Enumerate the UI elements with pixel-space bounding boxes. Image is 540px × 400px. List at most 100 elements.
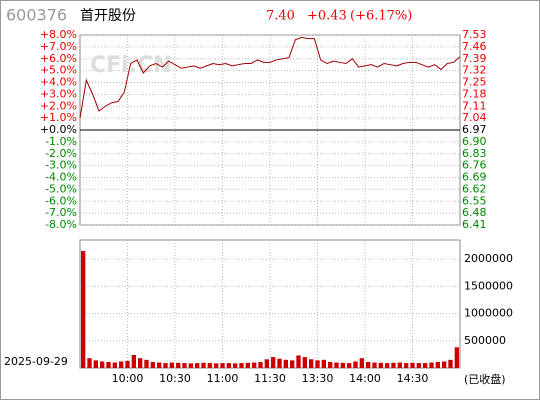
y2-tick-label: 7.39	[462, 52, 487, 65]
volume-bar	[239, 363, 244, 368]
volume-bar	[169, 362, 174, 368]
x-tick-label: 10:00	[112, 372, 144, 385]
volume-bar	[454, 347, 459, 368]
y-tick-label: +4.0%	[40, 76, 77, 89]
y-tick-label: -3.0%	[45, 159, 77, 172]
volume-bar	[245, 362, 250, 368]
volume-bar	[138, 358, 143, 368]
volume-bar	[201, 362, 206, 368]
y-tick-label: -1.0%	[45, 135, 77, 148]
volume-bar	[271, 357, 276, 368]
volume-bar	[391, 362, 396, 368]
x-tick-label: 14:30	[397, 372, 429, 385]
volume-bar	[226, 363, 231, 368]
volume-bar	[188, 363, 193, 368]
stock-code: 600376	[6, 6, 67, 25]
volume-bar	[378, 362, 383, 368]
volume-bar	[106, 362, 111, 368]
status: (已收盘)	[464, 372, 506, 386]
y-tick-label: 1000000	[464, 307, 513, 320]
y-tick-label: -6.0%	[45, 194, 77, 207]
volume-bar	[252, 362, 257, 368]
date: 2025-09-29	[4, 355, 68, 368]
volume-bar	[277, 358, 282, 368]
y-tick-label: +1.0%	[40, 111, 77, 124]
volume-bar	[131, 354, 136, 368]
volume-bar	[214, 363, 219, 368]
volume-bar	[100, 361, 105, 368]
volume-bar	[347, 363, 352, 368]
y-tick-label: +2.0%	[40, 99, 77, 112]
price: 7.40	[266, 9, 295, 24]
y-tick-label: -8.0%	[45, 218, 77, 231]
volume-bar	[283, 359, 288, 368]
y2-tick-label: 7.32	[462, 64, 487, 77]
volume-bar	[157, 362, 162, 368]
volume-bar	[163, 363, 168, 368]
volume-bar	[404, 363, 409, 368]
y-tick-label: +7.0%	[40, 40, 77, 53]
volume-bar	[353, 361, 358, 368]
y2-tick-label: 6.41	[462, 218, 487, 231]
volume-bar	[315, 360, 320, 368]
volume-bar	[119, 361, 124, 368]
y2-tick-label: 7.04	[462, 111, 487, 124]
volume-bar	[397, 362, 402, 368]
y-tick-label: -2.0%	[45, 147, 77, 160]
volume-bar	[328, 362, 333, 368]
volume-bar	[258, 362, 263, 368]
volume-bar	[81, 250, 86, 368]
volume-bar	[309, 359, 314, 368]
volume-bar	[207, 363, 212, 368]
y2-tick-label: 7.11	[462, 99, 487, 112]
y2-tick-label: 6.48	[462, 206, 487, 219]
volume-bar	[302, 357, 307, 368]
y-tick-label: 2000000	[464, 252, 513, 265]
y2-tick-label: 6.76	[462, 159, 487, 172]
y-tick-label: +3.0%	[40, 87, 77, 100]
y-tick-label: -4.0%	[45, 171, 77, 184]
y-tick-label: +5.0%	[40, 64, 77, 77]
change-pct: (+6.17%)	[350, 9, 412, 24]
change: +0.43	[307, 9, 347, 24]
y2-tick-label: 6.83	[462, 147, 487, 160]
volume-bar	[448, 359, 453, 368]
volume-bar	[321, 359, 326, 368]
y2-tick-label: 6.62	[462, 182, 487, 195]
x-tick-label: 11:00	[207, 372, 239, 385]
stock-name: 首开股份	[80, 8, 136, 24]
volume-bar	[264, 359, 269, 368]
volume-bar	[416, 363, 421, 368]
y-tick-label: +8.0%	[40, 28, 77, 41]
y2-tick-label: 7.25	[462, 76, 487, 89]
y2-tick-label: 6.55	[462, 194, 487, 207]
volume-bar	[112, 362, 117, 368]
volume-bar	[340, 362, 345, 368]
volume-bar	[385, 363, 390, 368]
volume-bar	[442, 361, 447, 368]
volume-bar	[176, 362, 181, 368]
volume-bar	[144, 359, 149, 368]
volume-bar	[334, 362, 339, 368]
volume-bar	[195, 363, 200, 368]
volume-bar	[423, 363, 428, 368]
x-tick-label: 10:30	[159, 372, 191, 385]
volume-bar	[150, 362, 155, 368]
volume-bar	[296, 355, 301, 368]
x-tick-label: 13:30	[302, 372, 334, 385]
y2-tick-label: 7.46	[462, 40, 487, 53]
x-tick-label: 11:30	[254, 372, 286, 385]
volume-bar	[125, 360, 130, 368]
y2-tick-label: 6.90	[462, 135, 487, 148]
y-tick-label: -5.0%	[45, 182, 77, 195]
y2-tick-label: 7.53	[462, 28, 487, 41]
volume-bar	[93, 360, 98, 368]
x-tick-label: 14:00	[349, 372, 381, 385]
volume-bar	[410, 362, 415, 368]
y-tick-label: +0.0%	[40, 123, 77, 136]
price-line	[79, 36, 461, 119]
volume-bar	[435, 362, 440, 368]
volume-bar	[429, 362, 434, 368]
volume-bar	[366, 362, 371, 368]
volume-bar	[290, 360, 295, 368]
